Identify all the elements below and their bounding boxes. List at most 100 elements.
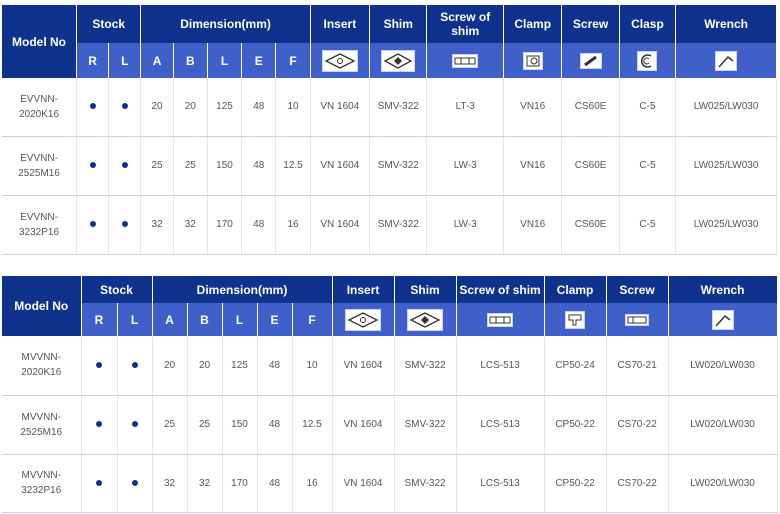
header-screw: Screw	[561, 5, 620, 43]
stock-l-dot	[108, 78, 142, 137]
table-row-model: EVVNN- 2020K16	[2, 78, 78, 137]
shim-icon	[381, 49, 416, 72]
stock-l-dot	[117, 336, 153, 396]
screw-icon	[579, 52, 602, 69]
stock-dot	[96, 421, 102, 427]
header-shim: Shim	[394, 276, 457, 303]
stock-dot	[121, 221, 128, 227]
wrench-icon-cell	[668, 303, 778, 336]
dim-f: 16	[292, 454, 333, 513]
insert-value: VN 1604	[332, 336, 395, 396]
stock-r-dot	[81, 454, 118, 513]
header-stock: Stock	[76, 5, 142, 43]
wrench-value: LW025/LW030	[675, 136, 777, 196]
shim-value: SMV-322	[369, 136, 428, 196]
header-screw-of-shim-line1: Screw of	[440, 10, 491, 24]
stock-dot	[131, 479, 138, 486]
stock-dot	[89, 221, 96, 227]
screw-icon-cell	[561, 43, 620, 78]
sub-header-l: L	[117, 303, 153, 336]
model-line1: MVVNN-	[21, 470, 61, 481]
dim-f: 16	[275, 195, 311, 255]
dim-f: 10	[275, 78, 311, 137]
shim-icon-cell	[394, 303, 457, 336]
sub-header-l: L	[108, 43, 142, 78]
table-row-model: EVVNN- 2525M16	[2, 136, 78, 196]
insert-icon-cell	[310, 43, 371, 78]
shim-icon-cell	[369, 43, 428, 78]
screw-of-shim-value: LCS-513	[456, 454, 545, 513]
screw-of-shim-value: LCS-513	[456, 395, 545, 455]
header-dimension: Dimension(mm)	[140, 5, 311, 43]
wrench-value: LW020/LW030	[668, 395, 778, 455]
stock-dot	[96, 479, 102, 486]
screw-value: CS70-22	[606, 454, 669, 513]
clasp-value: C-5	[619, 195, 677, 255]
dim-a: 25	[152, 395, 188, 455]
clamp-icon-cell	[503, 43, 563, 78]
stock-l-dot	[108, 136, 142, 196]
shim-value: SMV-322	[394, 395, 457, 455]
sub-header-a: A	[152, 303, 188, 336]
dim-l: 125	[207, 78, 243, 137]
shim-value: SMV-322	[394, 336, 457, 396]
sub-header-f: F	[292, 303, 333, 336]
clasp-icon	[637, 50, 658, 71]
shim-screw-icon	[452, 53, 479, 68]
sub-header-b: B	[173, 43, 208, 78]
screw-of-shim-value: LT-3	[426, 78, 504, 137]
screw-value: CS70-21	[606, 336, 669, 396]
dim-a: 20	[152, 336, 188, 396]
dim-l: 150	[222, 395, 258, 455]
header-clasp: Clasp	[619, 5, 677, 43]
insert-icon	[321, 49, 358, 72]
dim-e: 48	[257, 395, 293, 455]
insert-value: VN 1604	[310, 78, 371, 137]
dim-e: 48	[241, 78, 277, 137]
stock-r-dot	[81, 395, 118, 455]
model-line1: MVVNN-	[21, 411, 61, 423]
wrench-value: LW025/LW030	[675, 195, 777, 255]
screw-value: CS60E	[561, 195, 620, 255]
header-screw-of-shim: Screw of shim	[456, 276, 545, 303]
wrench-icon	[711, 309, 734, 330]
clasp-icon-cell	[619, 43, 677, 78]
insert-value: VN 1604	[310, 195, 371, 255]
screw-of-shim-value: LW-3	[426, 136, 504, 196]
dim-b: 32	[187, 454, 223, 513]
wrench-icon	[715, 50, 738, 71]
stock-r-dot	[76, 136, 110, 196]
dim-a: 32	[140, 195, 174, 255]
table-row-model: MVVNN- 2020K16	[2, 336, 82, 396]
shim-screw-icon	[487, 312, 514, 327]
stock-dot	[89, 103, 96, 110]
spec-table-mvvnn: Model No Stock Dimension(mm) Insert Shim…	[2, 276, 778, 513]
header-screw-of-shim: Screw of shim	[426, 5, 504, 43]
dim-b: 25	[187, 395, 223, 455]
clamp-value: VN16	[503, 195, 563, 255]
header-model-no: Model No	[2, 5, 78, 78]
header-insert: Insert	[310, 5, 371, 43]
dim-b: 20	[187, 336, 223, 396]
dim-b: 32	[173, 195, 208, 255]
dim-f: 12.5	[275, 136, 311, 196]
dim-e: 48	[257, 454, 293, 513]
insert-value: VN 1604	[332, 454, 395, 513]
shim-value: SMV-322	[394, 454, 457, 513]
sub-header-b: B	[187, 303, 223, 336]
shim-icon	[407, 308, 444, 331]
model-line1: MVVNN-	[21, 352, 61, 364]
sub-header-l-dim: L	[207, 43, 243, 78]
screw-icon-cell	[606, 303, 669, 336]
wrench-icon-cell	[675, 43, 777, 78]
clasp-value: C-5	[619, 78, 677, 137]
clamp-value: CP50-22	[544, 454, 607, 513]
screw-icon	[625, 314, 650, 327]
dim-a: 32	[152, 454, 188, 513]
spec-table-evvnn: Model No Stock Dimension(mm) Insert Shim…	[2, 5, 777, 255]
header-wrench: Wrench	[675, 5, 777, 43]
model-line2: 2525M16	[18, 167, 60, 179]
clamp-value: VN16	[503, 78, 563, 137]
screw-value: CS60E	[561, 136, 620, 196]
clamp-icon	[565, 310, 586, 329]
